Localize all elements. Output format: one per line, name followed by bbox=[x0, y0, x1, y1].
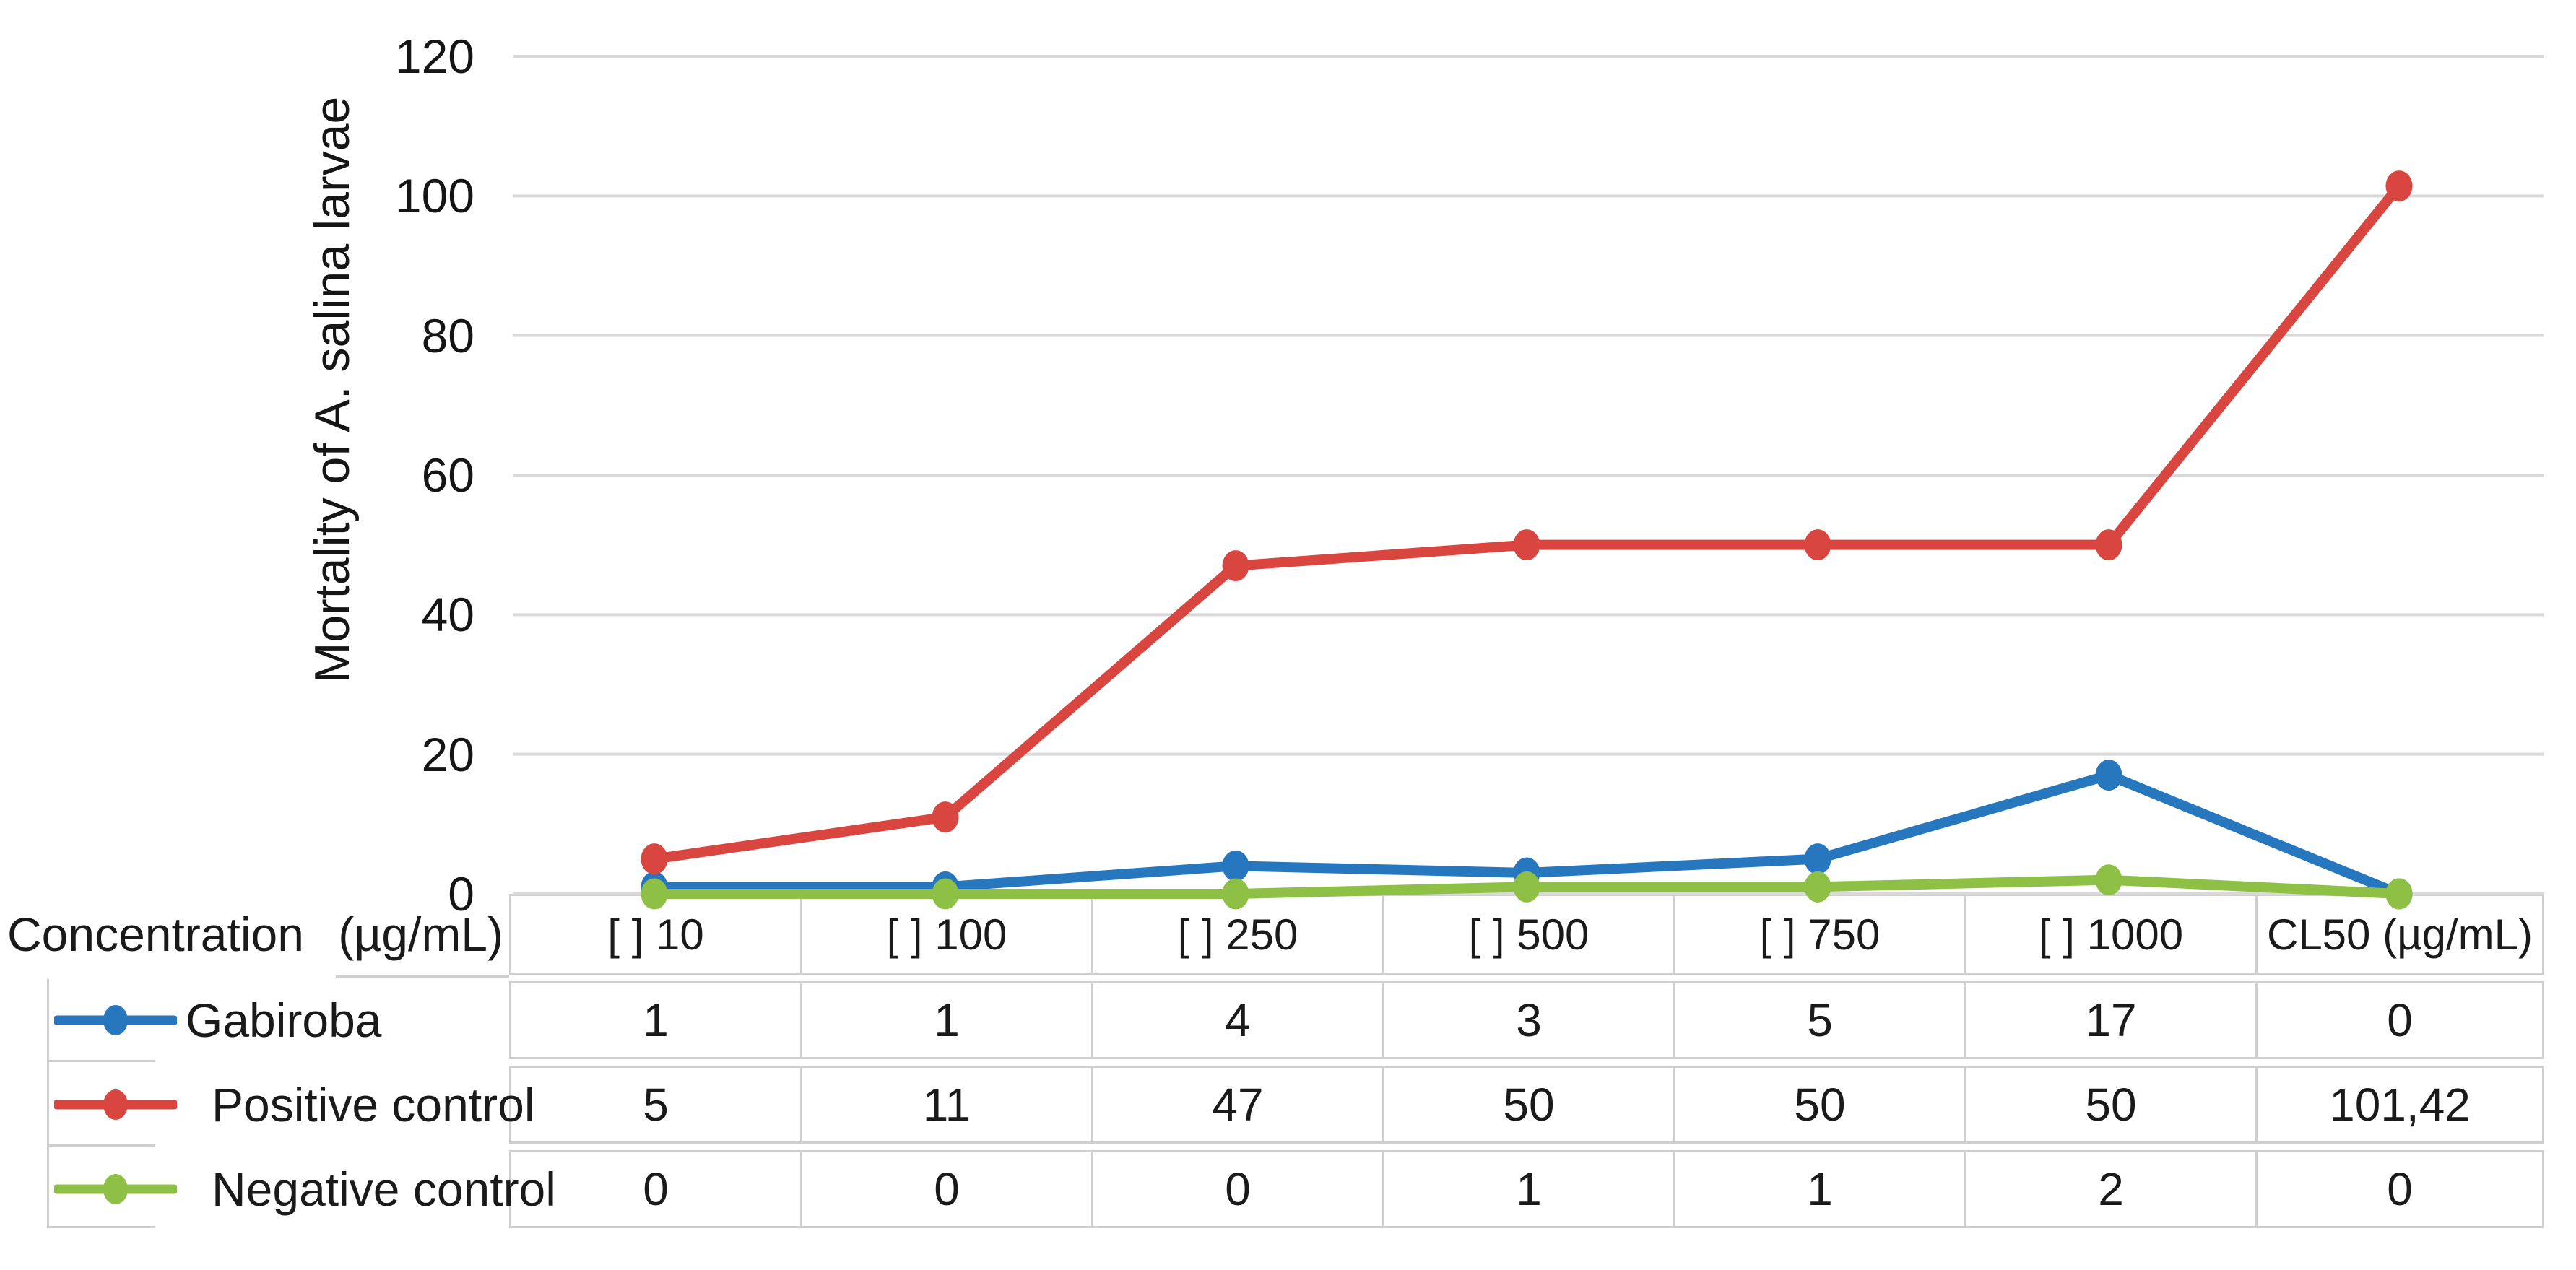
legend-column-left-border bbox=[47, 979, 49, 1228]
legend-label: Negative control bbox=[212, 1162, 556, 1216]
column-header-1000: [ ] 1000 bbox=[1964, 894, 2255, 975]
value-cell: 47 bbox=[1091, 1066, 1382, 1144]
value-cell: 3 bbox=[1382, 981, 1673, 1059]
x-axis-title-unit: (µg/mL) bbox=[338, 908, 503, 961]
value-cell: 2 bbox=[1964, 1150, 2255, 1228]
legend-cell-negative-control: Negative control bbox=[47, 1150, 556, 1228]
series-line-positive-control bbox=[649, 181, 2404, 864]
value-cell: 5 bbox=[509, 1066, 800, 1144]
value-cell: 4 bbox=[1091, 981, 1382, 1059]
legend-row-separator bbox=[47, 1060, 155, 1062]
value-cell: 50 bbox=[1964, 1066, 2255, 1144]
y-tick-label: 0 bbox=[448, 867, 474, 921]
value-cell: 1 bbox=[509, 981, 800, 1059]
value-cell: 0 bbox=[2255, 981, 2544, 1059]
column-header-cl50-g-ml: CL50 (µg/mL) bbox=[2255, 894, 2544, 975]
data-point-marker bbox=[2385, 170, 2413, 202]
y-tick-label: 60 bbox=[421, 448, 474, 502]
value-cell: 5 bbox=[1673, 981, 1964, 1059]
value-cell: 1 bbox=[1382, 1150, 1673, 1228]
gabiroba-legend-key-icon bbox=[54, 1005, 177, 1035]
data-point-marker bbox=[1513, 857, 1540, 889]
data-point-marker bbox=[641, 843, 668, 875]
value-cell: 0 bbox=[1091, 1150, 1382, 1228]
value-cell: 50 bbox=[1673, 1066, 1964, 1144]
data-point-marker bbox=[1222, 850, 1249, 882]
data-point-marker bbox=[1804, 529, 1831, 561]
y-tick-label: 40 bbox=[421, 588, 474, 642]
value-cell: 0 bbox=[509, 1150, 800, 1228]
value-cell: 50 bbox=[1382, 1066, 1673, 1144]
legend-cell-gabiroba: Gabiroba bbox=[47, 981, 509, 1059]
column-header-750: [ ] 750 bbox=[1673, 894, 1964, 975]
legend-cell-positive-control: Positive control bbox=[47, 1066, 535, 1144]
legend-label: Positive control bbox=[212, 1078, 535, 1131]
series-line-gabiroba bbox=[649, 770, 2404, 899]
value-cell: 0 bbox=[2255, 1150, 2544, 1228]
y-tick-label: 120 bbox=[394, 29, 474, 83]
column-header-100: [ ] 100 bbox=[800, 894, 1091, 975]
column-header-250: [ ] 250 bbox=[1091, 894, 1382, 975]
header-left-partial-rule bbox=[336, 975, 509, 978]
value-cell: 1 bbox=[800, 981, 1091, 1059]
series-line-negative-control bbox=[649, 874, 2404, 899]
value-cell: 0 bbox=[800, 1150, 1091, 1228]
y-tick-label: 20 bbox=[421, 727, 474, 781]
y-tick-label: 100 bbox=[394, 169, 474, 223]
series-gabiroba bbox=[641, 760, 2413, 910]
negative-control-legend-key-icon bbox=[54, 1174, 177, 1204]
y-axis-title: Mortality of A. salina larvae bbox=[305, 96, 360, 684]
legend-row-separator bbox=[47, 1226, 155, 1228]
value-cell: 101,42 bbox=[2255, 1066, 2544, 1144]
data-point-marker bbox=[1222, 550, 1249, 582]
data-point-marker bbox=[2095, 529, 2122, 561]
legend-row-separator bbox=[47, 1144, 155, 1147]
legend-label: Gabiroba bbox=[186, 993, 382, 1047]
gridlines bbox=[513, 54, 2544, 895]
x-axis-title: Concentration (µg/mL) bbox=[7, 894, 503, 975]
data-point-marker bbox=[1513, 529, 1540, 561]
x-axis-title-cell: Concentration (µg/mL) bbox=[7, 894, 509, 975]
value-cell: 17 bbox=[1964, 981, 2255, 1059]
column-header-500: [ ] 500 bbox=[1382, 894, 1673, 975]
value-cell: 11 bbox=[800, 1066, 1091, 1144]
data-point-marker bbox=[1804, 843, 1831, 875]
positive-control-legend-key-icon bbox=[54, 1089, 177, 1120]
data-table: Concentration (µg/mL) [ ] 10[ ] 100[ ] 2… bbox=[7, 894, 2544, 1228]
y-tick-label: 80 bbox=[421, 308, 474, 362]
value-cell: 1 bbox=[1673, 1150, 1964, 1228]
data-point-marker bbox=[2095, 760, 2122, 791]
series-positive-control bbox=[641, 170, 2413, 875]
data-point-marker bbox=[2095, 864, 2122, 896]
column-header-10: [ ] 10 bbox=[509, 894, 800, 975]
x-axis-title-text: Concentration bbox=[7, 908, 304, 961]
data-point-marker bbox=[932, 801, 959, 833]
